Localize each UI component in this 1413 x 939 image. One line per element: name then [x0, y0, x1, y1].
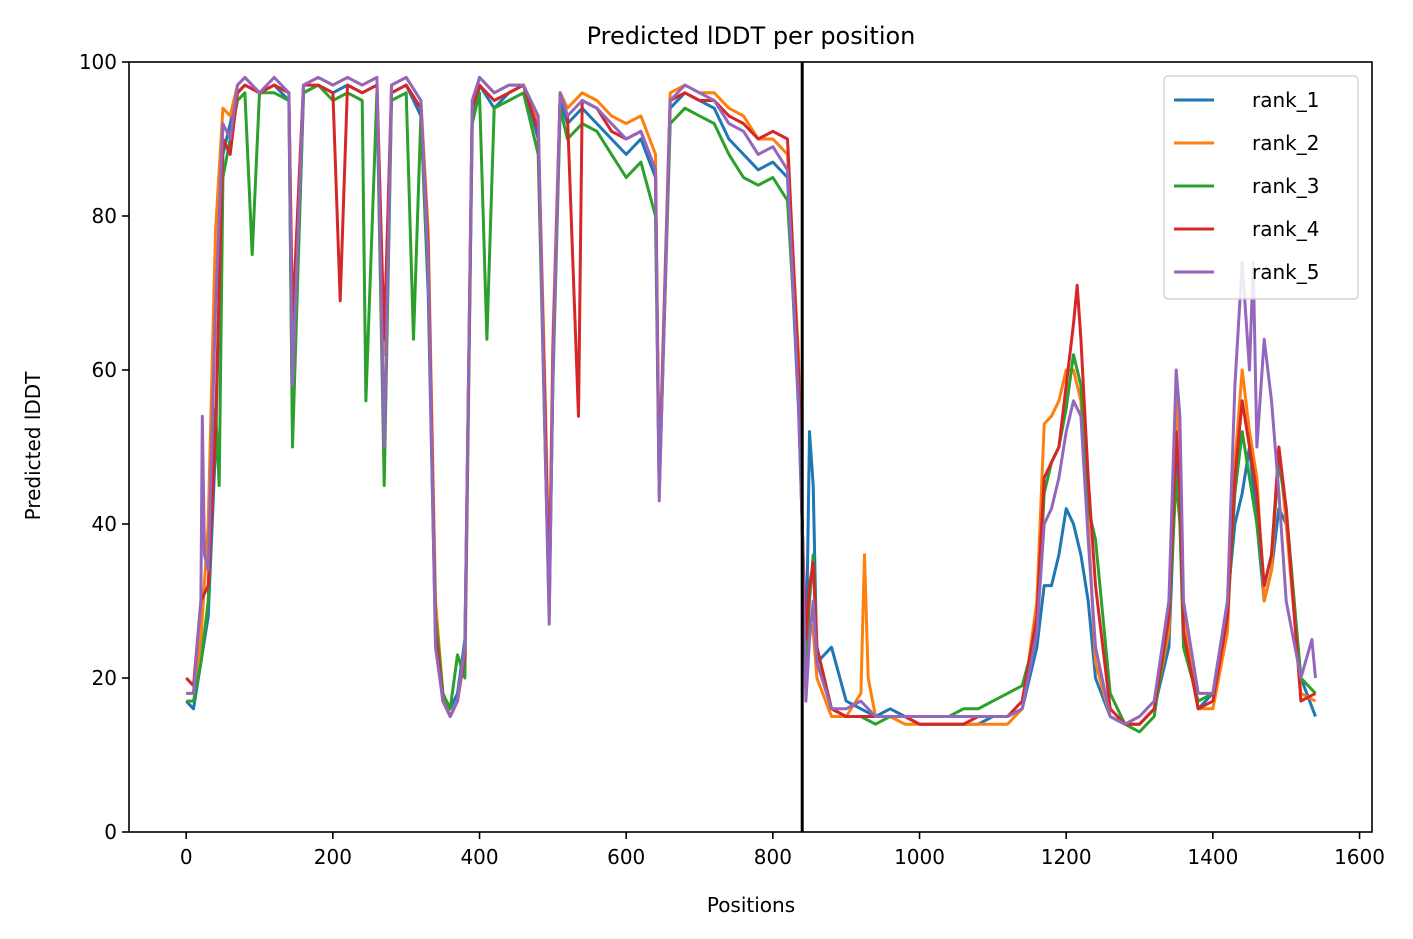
x-tick-label: 600: [607, 845, 645, 869]
y-axis-title: Predicted lDDT: [21, 371, 45, 521]
y-tick-label: 80: [92, 204, 117, 228]
y-tick-label: 0: [104, 820, 117, 844]
y-tick-label: 40: [92, 512, 117, 536]
series-line-rank_2: [186, 75, 1317, 726]
chart-title: Predicted lDDT per position: [587, 22, 916, 50]
y-tick-label: 60: [92, 358, 117, 382]
x-tick-label: 1000: [894, 845, 945, 869]
x-tick-label: 1200: [1041, 845, 1092, 869]
y-tick-label: 20: [92, 666, 117, 690]
x-tick-label: 800: [754, 845, 792, 869]
x-tick-label: 200: [314, 845, 352, 869]
x-tick-label: 0: [180, 845, 193, 869]
x-axis-title: Positions: [707, 893, 795, 917]
legend-label-rank_5: rank_5: [1252, 260, 1319, 284]
plot-frame: [128, 61, 1373, 833]
legend-box: [1163, 75, 1359, 300]
x-tick-label: 1400: [1187, 845, 1238, 869]
legend-label-rank_1: rank_1: [1252, 88, 1319, 112]
legend-label-rank_4: rank_4: [1252, 217, 1319, 241]
series-line-rank_4: [185, 83, 1317, 726]
plot-lines: [185, 75, 1317, 734]
legend-label-rank_2: rank_2: [1252, 131, 1319, 155]
y-tick-label: 100: [79, 50, 117, 74]
axis-ticks: 0 200 400 600 800 1000 1200 1400 1600 0 20 40 60 80 10…: [79, 50, 1385, 869]
x-tick-label: 1600: [1334, 845, 1385, 869]
x-tick-label: 400: [460, 845, 498, 869]
legend: rank_1 rank_2 rank_3 rank_4 rank_5: [1163, 75, 1359, 300]
series-line-rank_5: [186, 75, 1317, 726]
legend-label-rank_3: rank_3: [1252, 174, 1319, 198]
series-line-rank_3: [186, 83, 1317, 734]
